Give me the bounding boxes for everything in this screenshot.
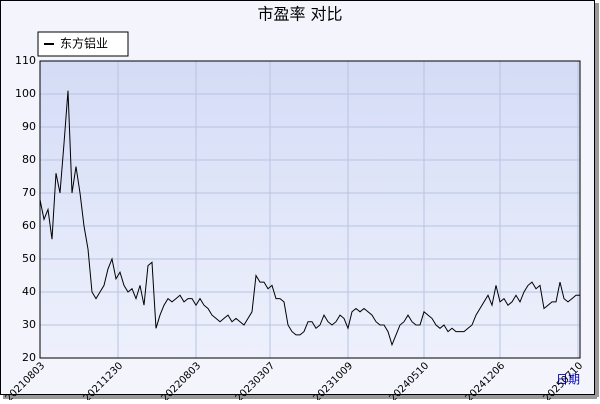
y-tick-label: 70 [22, 186, 36, 199]
y-tick-label: 80 [22, 153, 36, 166]
y-tick-label: 110 [15, 54, 36, 67]
y-tick-label: 90 [22, 120, 36, 133]
y-tick-label: 20 [22, 351, 36, 364]
y-tick-label: 40 [22, 285, 36, 298]
chart-title: 市盈率 对比 [257, 5, 342, 24]
legend-label: 东方铝业 [60, 36, 108, 51]
y-tick-label: 30 [22, 318, 36, 331]
plot-border [39, 60, 581, 359]
shadow [3, 395, 597, 399]
y-tick-label: 100 [15, 87, 36, 100]
y-tick-label: 60 [22, 219, 36, 232]
plot-area [40, 61, 580, 358]
shadow [595, 3, 599, 397]
x-axis-label: 日期 [556, 373, 580, 387]
y-tick-label: 50 [22, 252, 36, 265]
line [39, 90, 580, 347]
